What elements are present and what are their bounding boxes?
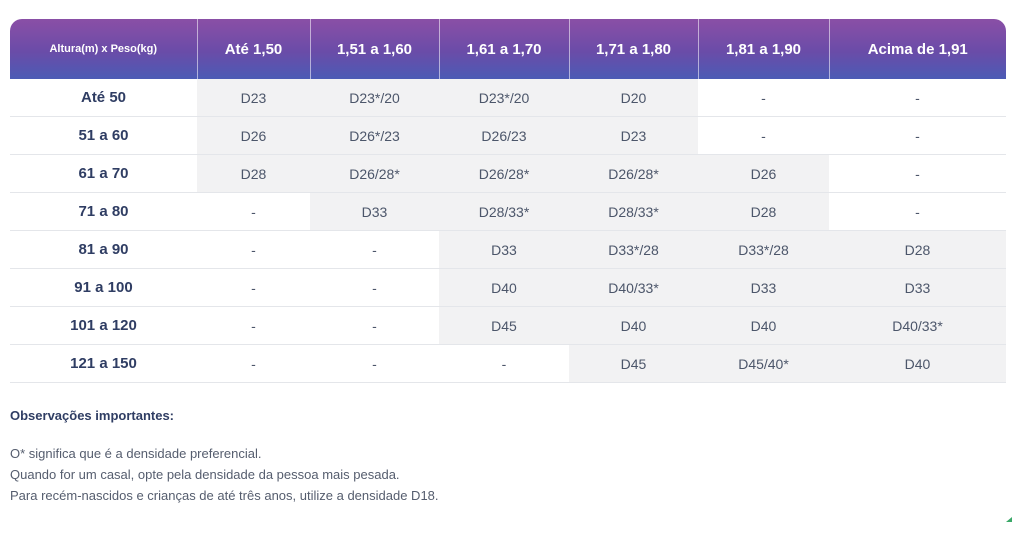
table-cell: - <box>829 116 1006 155</box>
row-label: 71 a 80 <box>10 192 197 231</box>
table-row: 101 a 120- - D45 D40 D40 D40/33* <box>10 306 1006 345</box>
table-cell: D23 <box>569 116 698 155</box>
row-label: 101 a 120 <box>10 306 197 345</box>
table-cell: D33*/28 <box>698 230 829 269</box>
table-cell: D33 <box>829 268 1006 307</box>
notes-section: Observações importantes: O* significa qu… <box>10 408 439 506</box>
table-cell: - <box>829 192 1006 231</box>
note-line-3: Para recém-nascidos e crianças de até tr… <box>10 488 439 503</box>
notes-title: Observações importantes: <box>10 408 175 423</box>
table-header: Altura(m) x Peso(kg) Até 1,50 1,51 a 1,60… <box>10 19 1006 79</box>
table-row: 91 a 100- - D40 D40/33* D33 D33 <box>10 268 1006 307</box>
table-cell: D28 <box>197 154 310 193</box>
table-cell: - <box>439 344 569 383</box>
table-cell: D33 <box>698 268 829 307</box>
column-header: 1,71 a 1,80 <box>569 19 699 79</box>
table-cell: D33 <box>310 192 439 231</box>
row-label: 51 a 60 <box>10 116 197 155</box>
row-label: 91 a 100 <box>10 268 197 307</box>
table-cell: - <box>197 306 310 345</box>
table-cell: D40 <box>439 268 569 307</box>
row-label: 61 a 70 <box>10 154 197 193</box>
table-cell: D40 <box>829 344 1006 383</box>
table-cell: D40 <box>698 306 829 345</box>
table-cell: D28/33* <box>569 192 698 231</box>
column-header: Acima de 1,91 <box>829 19 1006 79</box>
note-line-1: O* significa que é a densidade preferenc… <box>10 446 262 461</box>
table-row: 121 a 150- - - D45 D45/40* D40 <box>10 344 1006 383</box>
table-cell: - <box>698 79 829 117</box>
table-row: Até 50 D23 D23*/20 D23*/20 D20- - <box>10 79 1006 117</box>
table-cell: - <box>310 230 439 269</box>
table-cell: D40 <box>569 306 698 345</box>
table-cell: - <box>197 344 310 383</box>
table-cell: D20 <box>569 79 698 117</box>
corner-header: Altura(m) x Peso(kg) <box>10 19 198 79</box>
density-table: Altura(m) x Peso(kg) Até 1,50 1,51 a 1,60… <box>10 19 1006 383</box>
table-cell: - <box>829 79 1006 117</box>
row-label: 81 a 90 <box>10 230 197 269</box>
table-cell: D26/28* <box>439 154 569 193</box>
table-cell: - <box>197 192 310 231</box>
table-cell: D26 <box>698 154 829 193</box>
table-cell: D26*/23 <box>310 116 439 155</box>
table-cell: D40/33* <box>569 268 698 307</box>
table-cell: D26 <box>197 116 310 155</box>
table-cell: D45/40* <box>698 344 829 383</box>
table-cell: - <box>310 344 439 383</box>
note-line-2: Quando for um casal, opte pela densidade… <box>10 467 400 482</box>
table-cell: D23*/20 <box>439 79 569 117</box>
table-cell: D45 <box>439 306 569 345</box>
table-cell: D45 <box>569 344 698 383</box>
table-cell: D23 <box>197 79 310 117</box>
table-cell: - <box>698 116 829 155</box>
density-table-container: Altura(m) x Peso(kg) Até 1,50 1,51 a 1,60… <box>10 19 1006 383</box>
table-row: 51 a 60 D26 D26*/23 D26/23 D23- - <box>10 116 1006 155</box>
table-row: 81 a 90- - D33 D33*/28 D33*/28 D28 <box>10 230 1006 269</box>
table-cell: D23*/20 <box>310 79 439 117</box>
table-cell: D33 <box>439 230 569 269</box>
column-header: 1,81 a 1,90 <box>698 19 830 79</box>
column-header: 1,51 a 1,60 <box>310 19 440 79</box>
table-row: 61 a 70 D28 D26/28* D26/28* D26/28* D26- <box>10 154 1006 193</box>
table-cell: - <box>829 154 1006 193</box>
table-cell: D26/28* <box>569 154 698 193</box>
table-cell: - <box>197 268 310 307</box>
table-cell: - <box>197 230 310 269</box>
table-cell: - <box>310 306 439 345</box>
table-row: 71 a 80- D33 D28/33* D28/33* D28- <box>10 192 1006 231</box>
column-header: 1,61 a 1,70 <box>439 19 570 79</box>
column-header: Até 1,50 <box>197 19 311 79</box>
row-label: Até 50 <box>10 79 197 117</box>
table-cell: D40/33* <box>829 306 1006 345</box>
table-cell: D26/28* <box>310 154 439 193</box>
table-cell: D33*/28 <box>569 230 698 269</box>
table-cell: D28 <box>698 192 829 231</box>
row-label: 121 a 150 <box>10 344 197 383</box>
resize-grip-icon <box>1006 517 1012 522</box>
table-cell: D26/23 <box>439 116 569 155</box>
table-cell: D28/33* <box>439 192 569 231</box>
table-body: Até 50 D23 D23*/20 D23*/20 D20- -51 a 60 D26 D2… <box>10 79 1006 383</box>
table-cell: - <box>310 268 439 307</box>
table-cell: D28 <box>829 230 1006 269</box>
